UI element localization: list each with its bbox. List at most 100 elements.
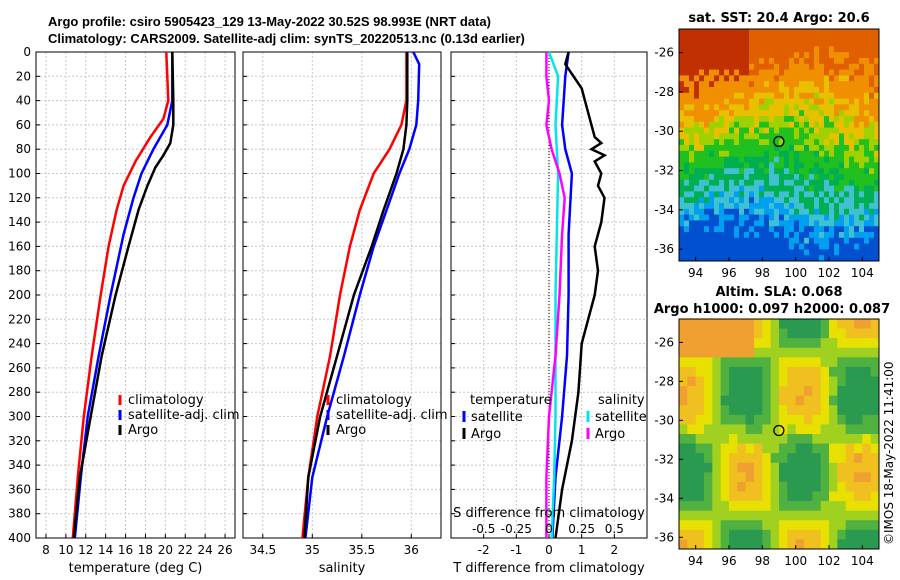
- map-cell: [679, 472, 688, 483]
- map-x-tick-label: 94: [688, 266, 703, 280]
- map-cell: [687, 319, 697, 329]
- map-cell: [764, 174, 770, 181]
- map-cell: [754, 150, 760, 157]
- y-tick-label: 340: [8, 458, 31, 472]
- legend-label: satellite-adj. clim: [336, 408, 448, 423]
- map-cell: [729, 127, 735, 134]
- map-cell: [787, 405, 797, 416]
- map-cell: [837, 491, 847, 502]
- map-cell: [770, 434, 780, 444]
- map-cell: [744, 255, 750, 262]
- map-cell: [729, 462, 738, 473]
- map-cell: [749, 208, 755, 215]
- map-cell: [874, 150, 880, 157]
- map-cell: [720, 395, 730, 406]
- map-cell: [724, 145, 730, 152]
- map-cell: [729, 150, 735, 157]
- map-cell: [754, 232, 760, 239]
- map-cell: [819, 69, 825, 76]
- map-x-tick-label: 98: [755, 266, 770, 280]
- map-cell: [684, 121, 690, 128]
- map-cell: [709, 203, 715, 210]
- map-cell: [794, 150, 800, 157]
- map-cell: [724, 110, 730, 117]
- map-cell: [784, 243, 790, 250]
- map-cell: [699, 139, 705, 146]
- map-cell: [749, 255, 755, 262]
- map-cell: [859, 168, 865, 175]
- map-cell: [709, 104, 715, 111]
- map-cell: [739, 249, 745, 256]
- map-cell: [814, 104, 820, 111]
- map-cell: [689, 168, 695, 175]
- map-cell: [789, 162, 795, 169]
- map-cell: [864, 197, 870, 204]
- map-cell: [799, 179, 805, 186]
- map-cell: [749, 40, 755, 47]
- map-cell: [799, 127, 805, 134]
- map-cell: [854, 208, 860, 215]
- map-cell: [764, 104, 770, 111]
- map-cell: [819, 127, 825, 134]
- map-cell: [699, 214, 705, 221]
- map-cell: [862, 338, 872, 349]
- map-cell: [769, 174, 775, 181]
- map-cell: [874, 203, 880, 210]
- map-cell: [720, 462, 730, 473]
- map-cell: [854, 92, 860, 99]
- map-cell: [820, 386, 830, 397]
- map-cell: [804, 63, 810, 70]
- map-cell: [739, 174, 745, 181]
- map-cell: [869, 133, 875, 140]
- map-cell: [770, 520, 780, 531]
- map-cell: [784, 197, 790, 204]
- map-cell: [854, 81, 860, 88]
- map-cell: [754, 453, 763, 464]
- map-cell: [684, 249, 690, 256]
- map-cell: [729, 481, 738, 492]
- map-cell: [745, 366, 755, 377]
- x-tick-label: 26: [217, 543, 232, 557]
- map-cell: [854, 58, 860, 65]
- map-cell: [864, 69, 870, 76]
- map-cell: [795, 328, 805, 339]
- map-cell: [709, 69, 715, 76]
- map-cell: [754, 110, 760, 117]
- map-cell: [829, 232, 835, 239]
- map-cell: [784, 40, 790, 47]
- map-cell: [679, 75, 685, 82]
- map-cell: [779, 110, 785, 117]
- map-cell: [679, 255, 685, 262]
- map-cell: [874, 46, 880, 53]
- map-cell: [849, 150, 855, 157]
- map-cell: [869, 220, 875, 227]
- map-cell: [724, 98, 730, 105]
- map-cell: [849, 127, 855, 134]
- map-cell: [754, 520, 763, 531]
- map-cell: [744, 203, 750, 210]
- map-cell: [862, 501, 872, 512]
- map-cell: [712, 424, 722, 435]
- y-tick-label: 140: [8, 215, 31, 229]
- map-cell: [709, 127, 715, 134]
- map-cell: [745, 501, 755, 512]
- map-cell: [689, 208, 695, 215]
- map-cell: [870, 491, 880, 502]
- map-cell: [834, 52, 840, 59]
- map-cell: [819, 29, 825, 36]
- map-cell: [684, 52, 690, 59]
- map-cell: [734, 92, 740, 99]
- map-cell: [784, 34, 790, 41]
- map-cell: [829, 81, 835, 88]
- map-cell: [764, 58, 770, 65]
- map-cell: [739, 121, 745, 128]
- map-cell: [720, 529, 730, 540]
- y-tick-label: 120: [8, 191, 31, 205]
- map-cell: [859, 179, 865, 186]
- map-cell: [844, 133, 850, 140]
- map-cell: [774, 34, 780, 41]
- map-cell: [762, 405, 772, 416]
- map-cell: [859, 75, 865, 82]
- map-cell: [704, 357, 713, 368]
- map-cell: [787, 376, 797, 387]
